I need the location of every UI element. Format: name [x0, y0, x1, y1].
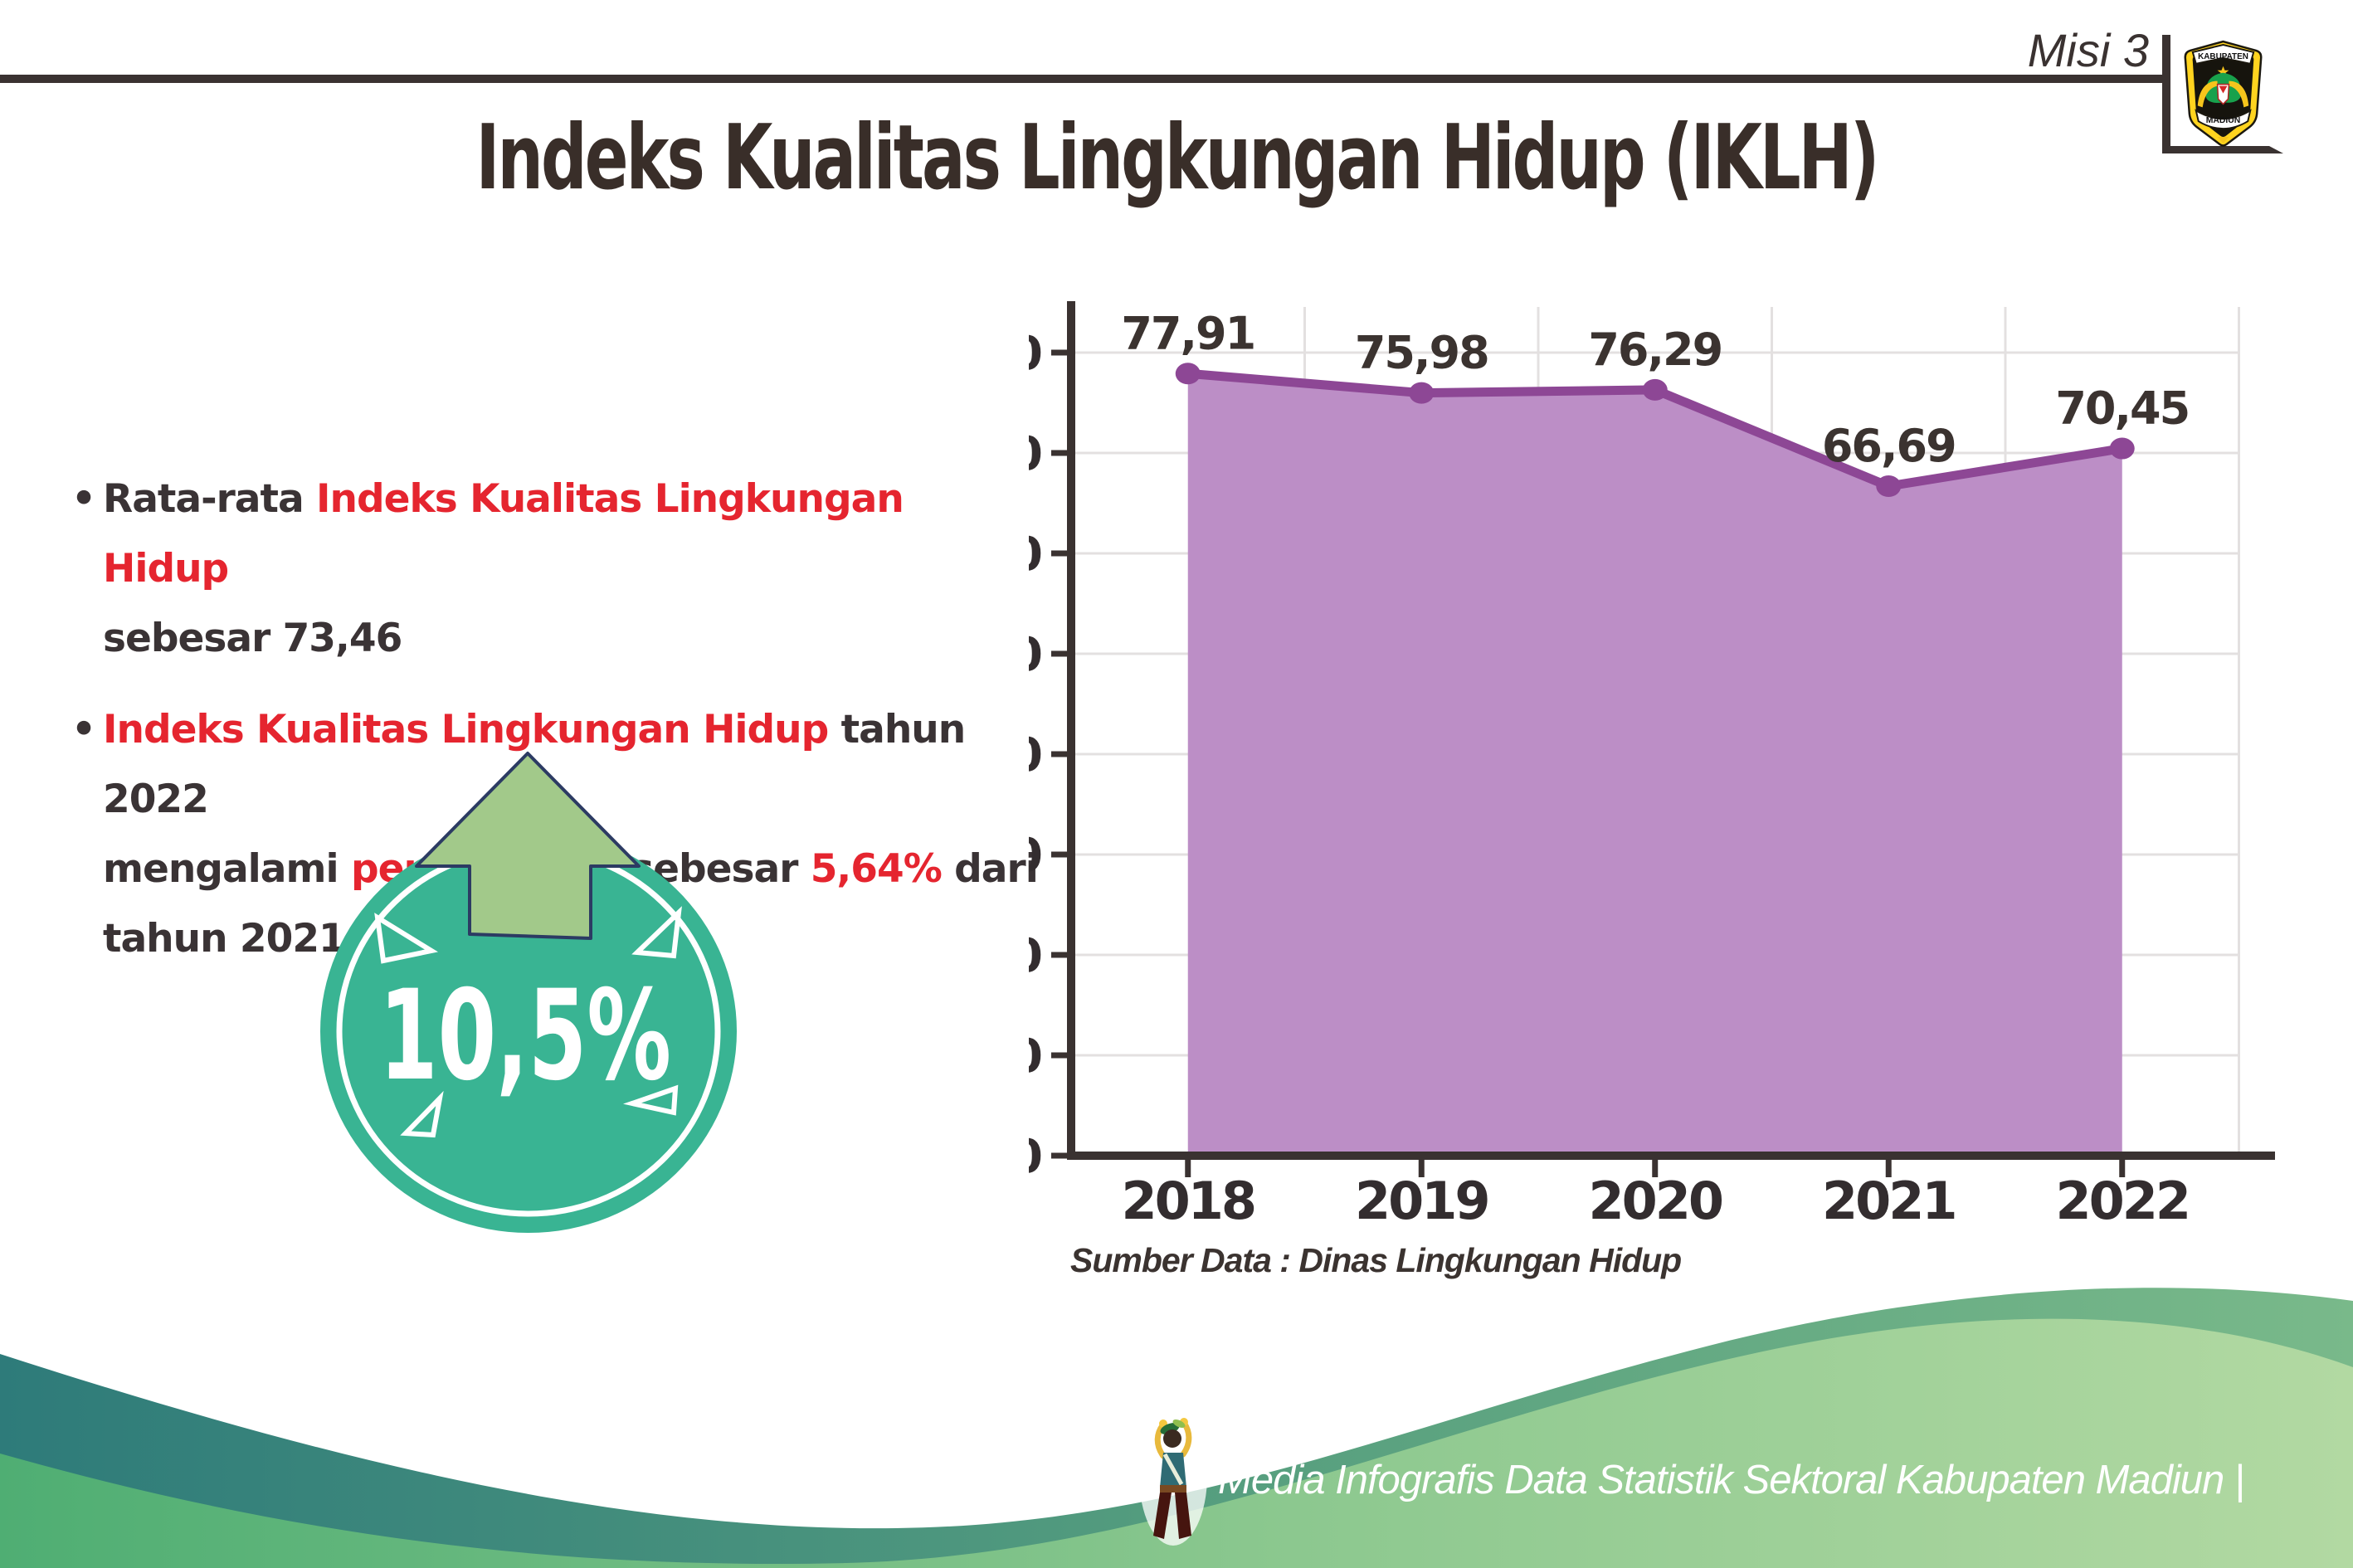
- data-point-marker: [1876, 475, 1902, 498]
- data-point-marker: [1175, 363, 1201, 385]
- bullet2-text-red3: 5,64%: [810, 846, 943, 892]
- x-tick-label: 2022: [2055, 1171, 2189, 1231]
- bullet1-text-1: Rata-rata: [103, 476, 317, 522]
- data-point-label: 77,91: [1121, 307, 1254, 359]
- data-point-marker: [1642, 378, 1668, 401]
- bullet1-text-2: sebesar 73,46: [103, 616, 402, 661]
- logo-left-wing-icon: [2197, 80, 2218, 108]
- bullet2-text-1: tahun 2022: [103, 707, 966, 822]
- logo-bottom-ornament: [2217, 137, 2229, 144]
- bullet2-text-red1: Indeks Kualitas Lingkungan Hidup: [103, 707, 829, 752]
- logo-bottom-text: MADIUN: [2206, 116, 2241, 125]
- bullet-dot: •: [71, 476, 96, 522]
- bullet-item-average: • Rata-rata Indeks Kualitas Lingkungan Hi…: [71, 465, 1039, 674]
- footer-wave-graphic: [0, 1288, 2353, 1568]
- area-fill: [1187, 373, 2122, 1152]
- logo-top-banner: [2191, 43, 2255, 65]
- badge-triangle-nw-icon: [374, 913, 439, 964]
- y-tick-label: 80: [1029, 327, 1041, 381]
- bullet2-text-4: dari: [941, 846, 1039, 892]
- logo-center-chevron: [2219, 85, 2228, 94]
- logo-bottom-banner: [2195, 109, 2252, 130]
- bullet1-text-red: Indeks Kualitas Lingkungan Hidup: [103, 476, 904, 592]
- badge-triangle-se-icon: [622, 1084, 679, 1116]
- footer-caption: Media Infografis Data Statistik Sektoral…: [1218, 1458, 2245, 1502]
- x-tick-label: 2020: [1588, 1171, 1722, 1231]
- data-point-label: 66,69: [1822, 420, 1956, 472]
- x-tick-label: 2019: [1355, 1171, 1488, 1231]
- y-tick-label: 40: [1029, 728, 1041, 782]
- y-tick-label: 30: [1029, 829, 1041, 883]
- y-tick-label: 20: [1029, 929, 1041, 983]
- data-point-label: 75,98: [1355, 327, 1488, 379]
- bullet-dot: •: [71, 707, 96, 752]
- frame-horizontal-bar: [2162, 146, 2283, 153]
- frame-vertical-bar: [2162, 35, 2170, 153]
- data-point-label: 70,45: [2055, 382, 2189, 435]
- bullet2-text-5: tahun 2021: [103, 916, 346, 962]
- increase-percentage-badge: 10,5%: [320, 752, 737, 1233]
- footer-green-wave: [0, 1318, 2353, 1568]
- bullet2-text-2: mengalami: [103, 846, 351, 892]
- x-axis-line: [1067, 1152, 2275, 1160]
- badge-triangle-sw-icon: [400, 1090, 444, 1138]
- logo-right-wing-icon: [2229, 80, 2249, 108]
- y-tick-label: 50: [1029, 628, 1041, 682]
- chart-source-note: Sumber Data : Dinas Lingkungan Hidup: [1070, 1241, 1682, 1279]
- header-divider-line: [0, 75, 2163, 83]
- data-point-marker: [2109, 437, 2135, 460]
- misi-label: Misi 3: [2027, 24, 2149, 76]
- y-tick-label: 70: [1029, 427, 1041, 481]
- y-tick-label: 10: [1029, 1030, 1041, 1083]
- kabupaten-madiun-logo: KABUPATEN MADIUN: [2184, 40, 2263, 147]
- x-tick-label: 2021: [1822, 1171, 1956, 1231]
- up-arrow-icon: [415, 752, 641, 940]
- data-point-marker: [1409, 382, 1435, 404]
- iklh-area-chart: 0 10 20 30 40 50 60 70 80 2018 2019 2020 2021 2022 77,…: [1029, 301, 2275, 1231]
- logo-corner-frame: [2162, 35, 2283, 153]
- logo-top-text: KABUPATEN: [2198, 52, 2248, 61]
- page-title: Indeks Kualitas Lingkungan Hidup (IKLH): [475, 106, 1879, 210]
- mascot-icon: [1139, 1406, 1207, 1546]
- badge-triangle-ne-icon: [631, 906, 682, 959]
- x-tick-label: 2018: [1121, 1171, 1254, 1231]
- badge-value: 10,5%: [379, 964, 671, 1108]
- data-point-label: 76,29: [1588, 324, 1722, 376]
- logo-center-shield: [2216, 83, 2230, 105]
- y-tick-label: 0: [1029, 1130, 1041, 1184]
- y-axis-line: [1067, 301, 1075, 1160]
- y-tick-label: 60: [1029, 528, 1041, 582]
